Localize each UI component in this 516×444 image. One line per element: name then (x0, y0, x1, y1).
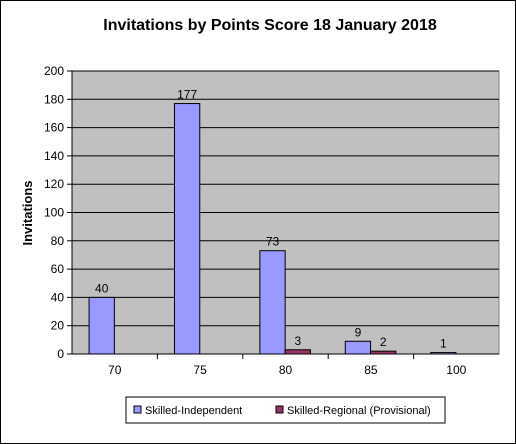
y-tick-label: 40 (51, 290, 65, 304)
data-label: 73 (266, 235, 280, 249)
data-label: 40 (95, 281, 109, 295)
legend-label: Skilled-Independent (145, 405, 242, 417)
y-tick-label: 140 (44, 149, 64, 163)
legend-box (125, 396, 446, 424)
y-tick-label: 0 (57, 347, 64, 361)
bar-skilled-independent (88, 296, 115, 355)
y-tick-label: 60 (51, 262, 65, 276)
legend-swatch (133, 405, 142, 414)
x-tick-label: 100 (446, 363, 466, 377)
bar-skilled-independent (173, 103, 201, 355)
y-tick-label: 160 (44, 121, 64, 135)
legend-label: Skilled-Regional (Provisional) (287, 405, 431, 417)
data-label: 177 (177, 88, 197, 102)
x-tick-label: 75 (193, 363, 207, 377)
y-tick-label: 180 (44, 92, 64, 106)
data-label: 9 (355, 325, 362, 339)
y-tick-label: 120 (44, 177, 64, 191)
bar-skilled-independent (259, 250, 286, 355)
x-tick-label: 70 (108, 363, 122, 377)
bar-skilled-independent (344, 340, 372, 355)
data-label: 2 (380, 335, 387, 349)
y-tick-label: 100 (44, 206, 64, 220)
chart-title: Invitations by Points Score 18 January 2… (103, 17, 437, 34)
legend: Skilled-Independent Skilled-Regional (Pro… (125, 396, 446, 424)
y-axis-label: Invitations (20, 180, 35, 245)
data-label: 3 (294, 334, 301, 348)
x-tick-label: 80 (279, 363, 293, 377)
plot-area: 0204060801001201401601802004070177757338… (44, 64, 500, 377)
y-tick-label: 80 (51, 234, 65, 248)
legend-swatch (275, 405, 284, 414)
y-tick-label: 20 (51, 319, 65, 333)
bar-skilled-regional-provisional (284, 349, 311, 355)
bar-skilled-independent (430, 352, 457, 355)
bar-skilled-regional-provisional (370, 350, 397, 355)
x-tick-label: 85 (364, 363, 378, 377)
data-label: 1 (440, 337, 447, 351)
y-tick-label: 200 (44, 64, 64, 78)
